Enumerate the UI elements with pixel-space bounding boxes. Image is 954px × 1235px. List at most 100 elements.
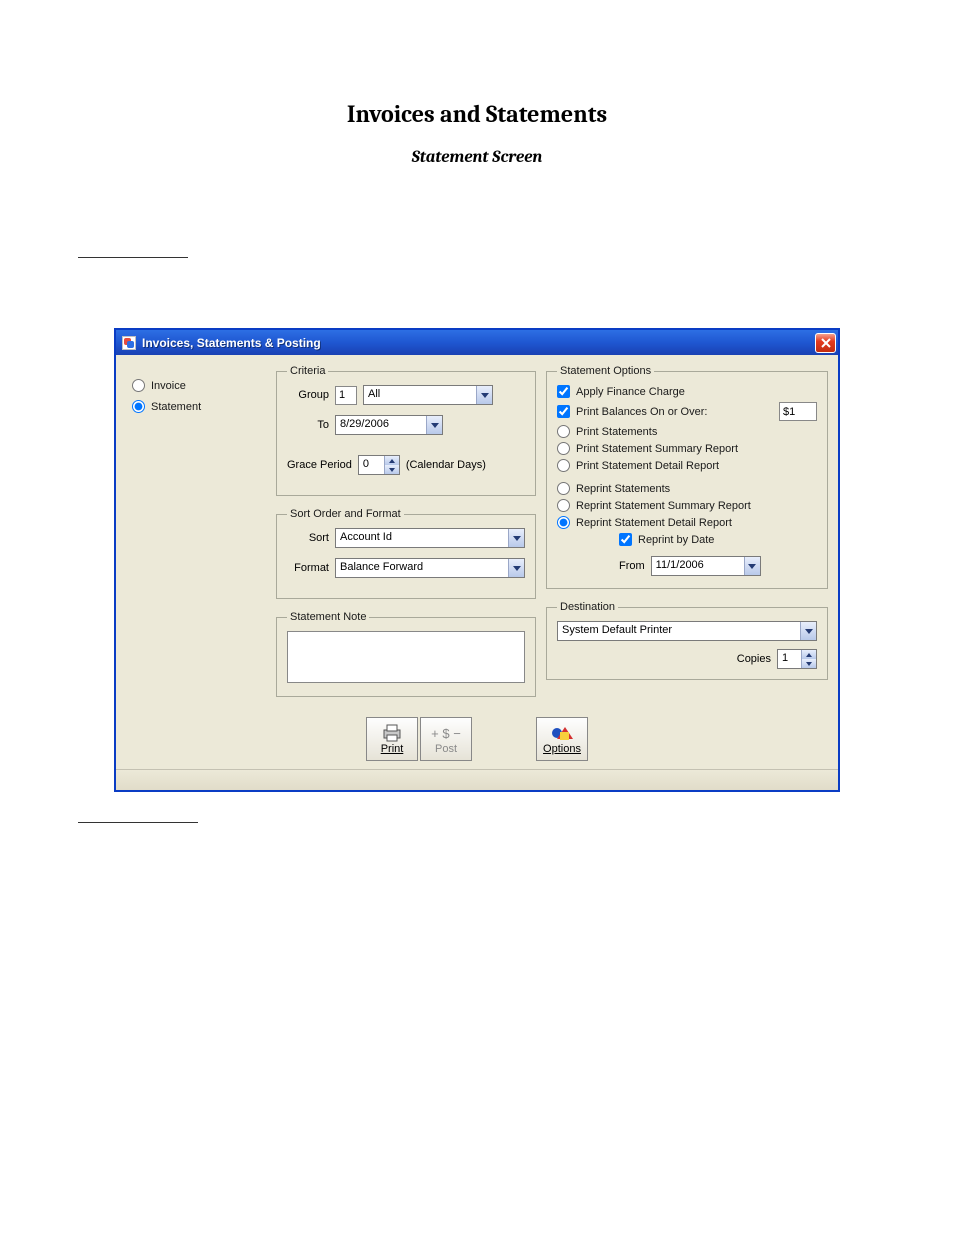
group-combo-value: All	[364, 386, 476, 404]
radio-statement[interactable]: Statement	[132, 400, 260, 413]
copies-value: 1	[778, 650, 801, 668]
money-icon: + $ −	[431, 723, 461, 743]
window-frame: Invoices, Statements & Posting Invoice S…	[114, 328, 840, 792]
radio-print-statements-input[interactable]	[557, 425, 570, 438]
spin-down-icon[interactable]	[802, 659, 816, 668]
radio-reprint-statements-label: Reprint Statements	[576, 483, 670, 495]
grace-spinner[interactable]: 0	[358, 455, 400, 475]
format-label: Format	[287, 562, 329, 574]
button-bar: Print + $ − Post Options	[126, 709, 828, 765]
window-title: Invoices, Statements & Posting	[142, 336, 321, 350]
divider	[78, 257, 188, 258]
options-button[interactable]: Options	[536, 717, 588, 761]
chevron-down-icon[interactable]	[800, 622, 816, 640]
reprint-by-date-label: Reprint by Date	[638, 534, 714, 546]
app-icon	[122, 336, 136, 350]
radio-invoice[interactable]: Invoice	[132, 379, 260, 392]
radio-print-detail[interactable]: Print Statement Detail Report	[557, 459, 817, 472]
radio-print-statements[interactable]: Print Statements	[557, 425, 817, 438]
print-balances-checkbox[interactable]	[557, 405, 570, 418]
sort-legend: Sort Order and Format	[287, 508, 404, 520]
statusbar	[116, 769, 838, 790]
post-button: + $ − Post	[420, 717, 472, 761]
group-label: Group	[287, 389, 329, 401]
criteria-group: Criteria Group All To 8/	[276, 365, 536, 496]
print-button-label: Print	[381, 743, 404, 755]
close-icon	[821, 338, 831, 348]
radio-reprint-summary[interactable]: Reprint Statement Summary Report	[557, 499, 817, 512]
stmt-legend: Statement Options	[557, 365, 654, 377]
radio-reprint-summary-input[interactable]	[557, 499, 570, 512]
destination-group: Destination System Default Printer Copie…	[546, 601, 828, 680]
radio-reprint-summary-label: Reprint Statement Summary Report	[576, 500, 751, 512]
radio-statement-label: Statement	[151, 401, 201, 413]
print-balances-row[interactable]: Print Balances On or Over:	[557, 402, 817, 421]
radio-invoice-input[interactable]	[132, 379, 145, 392]
radio-print-summary-label: Print Statement Summary Report	[576, 443, 738, 455]
reprint-by-date[interactable]: Reprint by Date	[619, 533, 817, 546]
note-legend: Statement Note	[287, 611, 369, 623]
radio-reprint-detail[interactable]: Reprint Statement Detail Report	[557, 516, 817, 529]
printer-value: System Default Printer	[558, 622, 800, 640]
radio-invoice-label: Invoice	[151, 380, 186, 392]
post-button-label: Post	[435, 743, 457, 755]
chevron-down-icon[interactable]	[426, 416, 442, 434]
statement-options-group: Statement Options Apply Finance Charge P…	[546, 365, 828, 589]
titlebar[interactable]: Invoices, Statements & Posting	[116, 330, 838, 355]
radio-print-summary-input[interactable]	[557, 442, 570, 455]
grace-suffix: (Calendar Days)	[406, 459, 486, 471]
spin-up-icon[interactable]	[802, 650, 816, 659]
copies-label: Copies	[737, 653, 771, 665]
sort-combo[interactable]: Account Id	[335, 528, 525, 548]
chevron-down-icon[interactable]	[476, 386, 492, 404]
close-button[interactable]	[815, 333, 836, 353]
sort-group: Sort Order and Format Sort Account Id Fo…	[276, 508, 536, 599]
to-label: To	[287, 419, 329, 431]
right-column: Statement Options Apply Finance Charge P…	[546, 365, 828, 709]
statement-note-input[interactable]	[287, 631, 525, 683]
group-combo[interactable]: All	[363, 385, 493, 405]
print-button[interactable]: Print	[366, 717, 418, 761]
chevron-down-icon[interactable]	[508, 559, 524, 577]
format-combo[interactable]: Balance Forward	[335, 558, 525, 578]
print-balances-amount[interactable]	[779, 402, 817, 421]
spin-up-icon[interactable]	[385, 456, 399, 465]
radio-statement-input[interactable]	[132, 400, 145, 413]
radio-print-detail-input[interactable]	[557, 459, 570, 472]
copies-spinner[interactable]: 1	[777, 649, 817, 669]
to-date-picker[interactable]: 8/29/2006	[335, 415, 443, 435]
group-input[interactable]	[335, 386, 357, 405]
apply-finance-checkbox[interactable]	[557, 385, 570, 398]
printer-icon	[381, 723, 403, 743]
apply-finance-row[interactable]: Apply Finance Charge	[557, 385, 817, 398]
reprint-by-date-checkbox[interactable]	[619, 533, 632, 546]
radio-reprint-detail-input[interactable]	[557, 516, 570, 529]
radio-reprint-statements[interactable]: Reprint Statements	[557, 482, 817, 495]
sort-value: Account Id	[336, 529, 508, 547]
radio-reprint-detail-label: Reprint Statement Detail Report	[576, 517, 732, 529]
document-page: Invoices and Statements Statement Screen…	[0, 0, 954, 883]
chevron-down-icon[interactable]	[508, 529, 524, 547]
to-date-value: 8/29/2006	[336, 416, 426, 434]
destination-legend: Destination	[557, 601, 618, 613]
shapes-icon	[551, 723, 573, 743]
radio-print-summary[interactable]: Print Statement Summary Report	[557, 442, 817, 455]
criteria-legend: Criteria	[287, 365, 328, 377]
note-group: Statement Note	[276, 611, 536, 697]
grace-label: Grace Period	[287, 459, 352, 471]
from-label: From	[619, 560, 645, 572]
from-date-value: 11/1/2006	[652, 557, 744, 575]
document-subtitle: Statement Screen	[60, 148, 894, 167]
spin-down-icon[interactable]	[385, 465, 399, 474]
mid-column: Criteria Group All To 8/	[276, 365, 536, 709]
radio-print-detail-label: Print Statement Detail Report	[576, 460, 719, 472]
from-date-picker[interactable]: 11/1/2006	[651, 556, 761, 576]
window-body: Invoice Statement Criteria Group	[116, 355, 838, 769]
mode-panel: Invoice Statement	[126, 365, 266, 709]
sort-label: Sort	[287, 532, 329, 544]
apply-finance-label: Apply Finance Charge	[576, 386, 685, 398]
chevron-down-icon[interactable]	[744, 557, 760, 575]
printer-combo[interactable]: System Default Printer	[557, 621, 817, 641]
document-title: Invoices and Statements	[60, 100, 894, 128]
radio-reprint-statements-input[interactable]	[557, 482, 570, 495]
